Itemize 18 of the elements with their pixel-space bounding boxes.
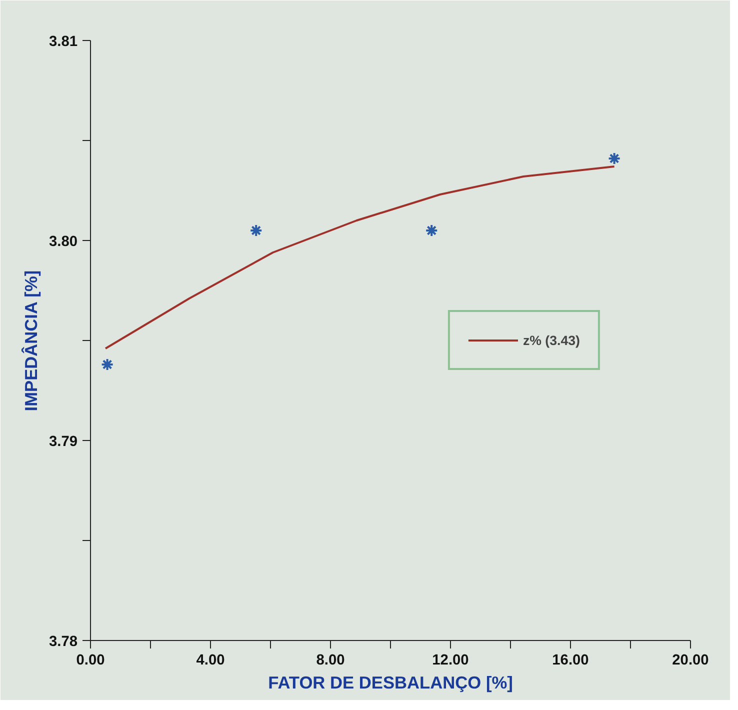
point (425, 224, 438, 237)
x-tick-label: 12.00 (432, 652, 469, 668)
x-tick-label: 4.00 (196, 652, 225, 668)
y-axis-title: IMPEDÂNCIA [%] (20, 270, 41, 412)
y-tick-label: 3.81 (48, 34, 78, 50)
line-series (104, 166, 616, 350)
y-tick-label: 3.79 (48, 434, 78, 450)
x-axis-title: FATOR DE DESBALANÇO [%] (268, 672, 513, 692)
legend-label: z% (3.43) (522, 332, 580, 348)
point (100, 358, 114, 371)
point (608, 152, 621, 165)
y-tick-label: 3.78 (48, 634, 78, 650)
point (250, 224, 263, 237)
x-tick-label: 20.00 (672, 652, 709, 668)
x-tick-label: 8.00 (316, 652, 345, 668)
x-tick-label: 16.00 (552, 652, 589, 668)
y-tick-label: 3.80 (48, 234, 78, 250)
x-tick-label: 0.00 (76, 652, 105, 668)
